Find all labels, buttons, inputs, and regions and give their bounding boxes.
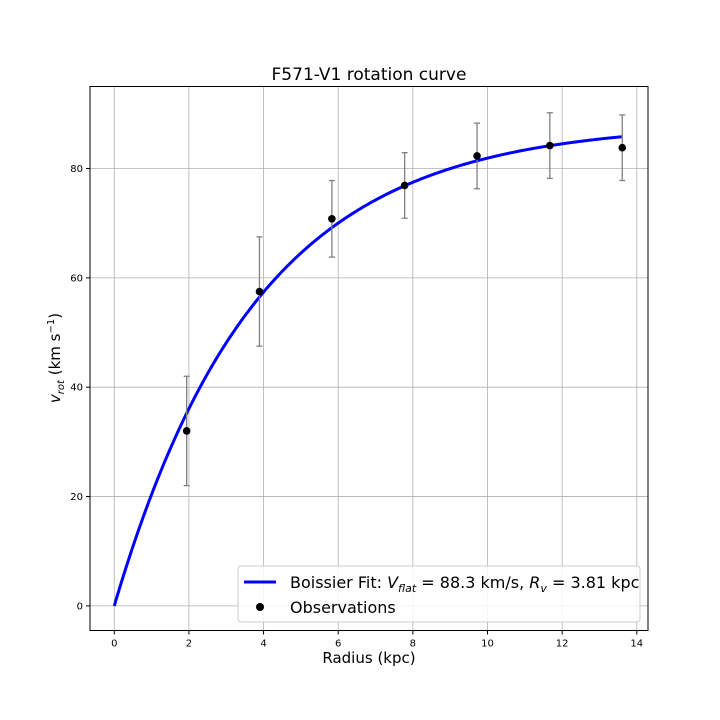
observation-point xyxy=(618,143,627,152)
observation-point xyxy=(182,427,191,435)
x-tick-label: 10 xyxy=(481,639,494,650)
chart-title: F571-V1 rotation curve xyxy=(272,65,467,85)
y-tick-label: 20 xyxy=(70,492,83,503)
observation-point xyxy=(328,215,336,223)
observation-point xyxy=(255,287,264,296)
legend-observations-swatch xyxy=(256,603,264,611)
x-tick-label: 0 xyxy=(111,639,117,650)
x-tick-label: 6 xyxy=(335,639,341,650)
observation-point xyxy=(400,181,409,190)
fit-curve xyxy=(112,135,623,607)
legend-box xyxy=(237,565,641,623)
ticks: 0 2 4 6 8 10 12 14 0 20 40 60 80 xyxy=(70,164,643,649)
x-tick-label: 12 xyxy=(556,639,569,650)
y-tick-label: 60 xyxy=(70,273,83,284)
x-axis-label: Radius (kpc) xyxy=(322,649,415,667)
x-tick-label: 8 xyxy=(410,639,416,650)
grid xyxy=(90,86,648,631)
observation-point xyxy=(473,152,481,160)
y-tick-label: 80 xyxy=(70,164,83,175)
legend: Boissier Fit: Vflat = 88.3 km/s, Rv = 3.… xyxy=(237,565,641,623)
data-layer xyxy=(112,112,627,607)
x-tick-label: 4 xyxy=(260,639,266,650)
legend-fit-label: Boissier Fit: Vflat = 88.3 km/s, Rv = 3.… xyxy=(290,573,639,595)
observation-point xyxy=(546,141,554,150)
x-tick-label: 14 xyxy=(630,639,643,650)
x-tick-label: 2 xyxy=(186,639,192,650)
legend-observations-label: Observations xyxy=(290,598,396,617)
y-axis-label: vrot (km s−1) xyxy=(46,313,67,403)
y-tick-label: 40 xyxy=(70,383,83,394)
y-tick-label: 0 xyxy=(77,601,83,612)
plot-frame xyxy=(89,86,649,631)
